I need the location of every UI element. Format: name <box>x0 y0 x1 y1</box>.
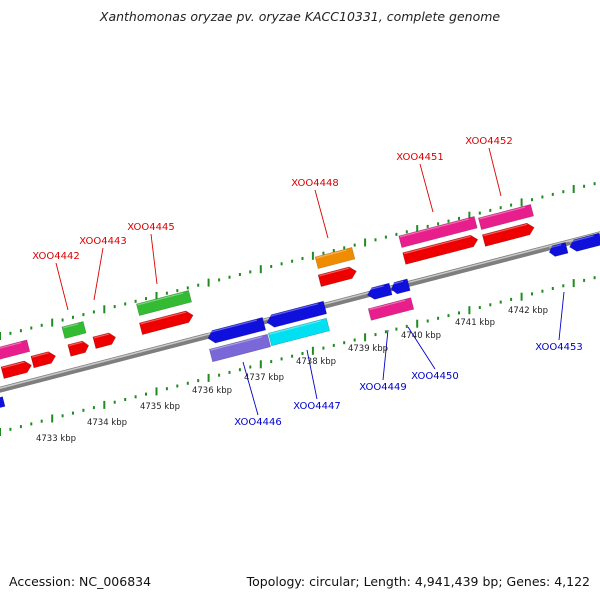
accession-text: Accession: NC_006834 <box>9 574 152 589</box>
leader-xoo4446 <box>242 361 259 416</box>
leader-xoo4443 <box>93 247 104 301</box>
gene-blue-edge-left[interactable] <box>0 396 6 410</box>
gene-red-xoo4448[interactable] <box>317 265 358 287</box>
gene-red-xoo4443[interactable] <box>92 331 117 349</box>
gene-pink-xoo4451[interactable] <box>398 216 478 248</box>
gene-cyan-xoo4447[interactable] <box>267 317 331 347</box>
gene-red-xoo4452[interactable] <box>481 222 535 247</box>
leader-xoo4448 <box>314 189 329 239</box>
genome-title: Xanthomonas oryzae pv. oryzae KACC10331,… <box>99 9 501 24</box>
gene-features <box>0 204 600 409</box>
leader-xoo4445 <box>150 233 158 285</box>
gene-orange-xoo4448[interactable] <box>314 247 356 269</box>
gene-red-xoo4445[interactable] <box>138 309 194 335</box>
scale-labels: 4733 kbp 4734 kbp 4735 kbp 4736 kbp 4737… <box>36 306 548 444</box>
gene-pink-left[interactable] <box>0 339 31 363</box>
gene-label-xoo4443[interactable]: XOO4443 <box>79 236 126 247</box>
gene-label-xoo4452[interactable]: XOO4452 <box>465 136 512 147</box>
gene-label-xoo4445[interactable]: XOO4445 <box>127 222 174 233</box>
gene-label-xoo4446[interactable]: XOO4446 <box>234 417 281 428</box>
label-leaders <box>55 147 565 416</box>
gene-green-xoo4445[interactable] <box>135 290 193 316</box>
gene-label-xoo4447[interactable]: XOO4447 <box>293 401 340 412</box>
gene-blue-xoo4449-a[interactable] <box>366 282 393 301</box>
leader-xoo4447 <box>306 349 318 400</box>
scale-label: 4733 kbp <box>36 434 76 444</box>
gene-red-xoo4442[interactable] <box>67 340 90 357</box>
gene-blue-xoo4453-b[interactable] <box>568 232 600 253</box>
scale-label: 4734 kbp <box>87 418 127 428</box>
gene-pink-xoo4452[interactable] <box>477 204 535 230</box>
gene-pink-xoo4450[interactable] <box>367 297 415 321</box>
gene-blue-xoo4449-b[interactable] <box>390 278 411 295</box>
leader-xoo4453 <box>558 291 565 341</box>
gene-label-xoo4448[interactable]: XOO4448 <box>291 178 338 189</box>
gene-lavender-xoo4446[interactable] <box>208 333 272 363</box>
tick-tracks <box>0 182 596 436</box>
scale-label: 4739 kbp <box>348 344 388 354</box>
scale-label: 4736 kbp <box>192 386 232 396</box>
scale-label: 4737 kbp <box>244 373 284 383</box>
scale-label: 4740 kbp <box>401 331 441 341</box>
gene-label-xoo4453[interactable]: XOO4453 <box>535 342 582 353</box>
topology-text: Topology: circular; Length: 4,941,439 bp… <box>246 574 590 589</box>
scale-label: 4735 kbp <box>140 402 180 412</box>
leader-xoo4449 <box>382 329 389 381</box>
gene-label-xoo4451[interactable]: XOO4451 <box>396 152 443 163</box>
gene-label-xoo4442[interactable]: XOO4442 <box>32 251 79 262</box>
gene-red-xoo4451[interactable] <box>402 234 480 265</box>
scale-label: 4738 kbp <box>296 357 336 367</box>
scale-label: 4742 kbp <box>508 306 548 316</box>
leader-xoo4452 <box>488 147 502 197</box>
gene-red-left-a[interactable] <box>0 359 33 379</box>
gene-red-left-b[interactable] <box>30 350 57 369</box>
leader-xoo4442 <box>55 262 69 311</box>
gene-blue-xoo4446-b[interactable] <box>265 300 328 329</box>
gene-blue-xoo4446-a[interactable] <box>206 317 267 344</box>
gene-blue-xoo4453-a[interactable] <box>548 242 569 257</box>
scale-label: 4741 kbp <box>455 318 495 328</box>
gene-labels: XOO4442 XOO4443 XOO4445 XOO4448 XOO4451 … <box>32 136 582 428</box>
leader-xoo4451 <box>419 163 434 213</box>
gene-green-xoo4442[interactable] <box>61 321 87 339</box>
gene-label-xoo4449[interactable]: XOO4449 <box>359 382 406 393</box>
leader-xoo4450 <box>407 326 436 370</box>
gene-label-xoo4450[interactable]: XOO4450 <box>411 371 458 382</box>
